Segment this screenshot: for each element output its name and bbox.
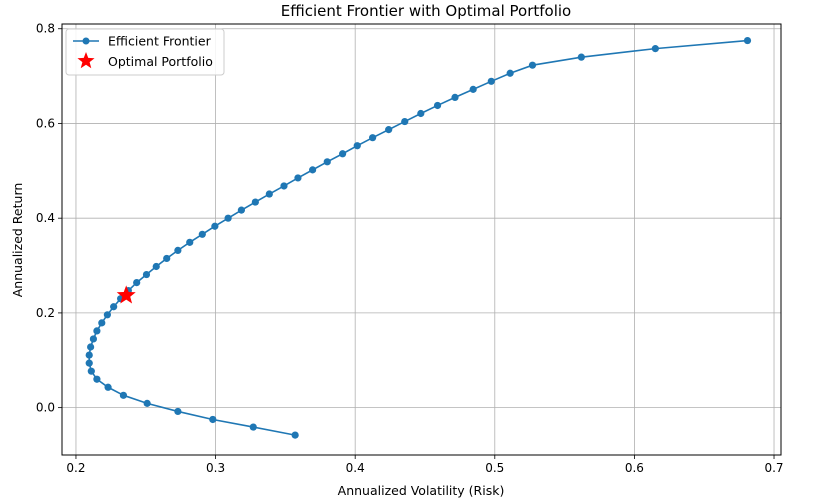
optimal-portfolio-star: [116, 285, 136, 304]
frontier-point: [152, 262, 160, 271]
legend: Efficient Frontier Optimal Portfolio: [65, 28, 225, 76]
x-tick-label: 0.2: [66, 461, 85, 475]
x-tick-label: 0.7: [764, 461, 783, 475]
frontier-point: [369, 134, 377, 142]
frontier-point: [103, 311, 111, 319]
frontier-point: [401, 117, 409, 126]
frontier-point: [743, 36, 752, 45]
frontier-point: [93, 375, 101, 383]
frontier-point: [85, 351, 93, 359]
frontier-point: [265, 190, 273, 198]
frontier-point: [339, 150, 347, 158]
legend-optimal-label: Optimal Portfolio: [108, 54, 213, 69]
frontier-point: [104, 383, 112, 391]
frontier-point: [487, 77, 495, 85]
frontier-point: [469, 85, 477, 93]
frontier-point: [323, 158, 331, 166]
frontier-point: [186, 238, 194, 246]
frontier-point: [651, 45, 659, 53]
axis-ticks: 0.2 0.3 0.4 0.5 0.6 0.7 0.0 0.2 0.4 0.6 0.8: [36, 22, 784, 475]
frontier-point: [237, 206, 246, 214]
legend-optimal-star: [77, 52, 95, 69]
frontier-point: [211, 222, 219, 230]
frontier-point: [142, 270, 151, 279]
x-tick-label: 0.3: [206, 461, 225, 475]
frontier-point: [528, 61, 537, 69]
plot-area: [61, 23, 782, 456]
frontier-point: [291, 431, 299, 439]
data-series: [85, 36, 752, 439]
legend-frontier-marker: [82, 37, 90, 45]
frontier-point: [209, 415, 217, 424]
frontier-point: [133, 279, 141, 287]
y-tick-label: 0.0: [36, 401, 55, 415]
frontier-point: [353, 142, 361, 150]
frontier-point: [98, 319, 106, 327]
frontier-point: [174, 246, 182, 254]
frontier-point: [577, 53, 585, 61]
frontier-point: [110, 303, 118, 311]
y-axis-label: Annualized Return: [10, 183, 25, 298]
legend-box: [65, 28, 225, 76]
frontier-point: [417, 109, 425, 118]
frontier-point: [87, 367, 95, 375]
frontier-point: [89, 335, 98, 343]
frontier-point: [198, 230, 206, 238]
x-tick-label: 0.4: [346, 461, 365, 475]
frontier-point: [309, 166, 317, 174]
y-tick-label: 0.4: [36, 211, 55, 225]
frontier-point: [85, 359, 93, 367]
frontier-point: [280, 182, 288, 190]
frontier-point: [163, 254, 171, 263]
x-tick-label: 0.6: [625, 461, 644, 475]
y-tick-label: 0.2: [36, 306, 55, 320]
y-tick-label: 0.6: [36, 116, 55, 130]
x-tick-label: 0.5: [485, 461, 504, 475]
frontier-point: [294, 174, 302, 182]
chart-title: Efficient Frontier with Optimal Portfoli…: [281, 2, 571, 20]
frontier-point: [224, 214, 232, 222]
frontier-point: [433, 101, 442, 110]
legend-frontier-label: Efficient Frontier: [108, 34, 212, 49]
frontier-point: [385, 126, 393, 134]
frontier-point: [251, 198, 259, 206]
frontier-point: [87, 343, 95, 351]
y-tick-label: 0.8: [36, 22, 55, 36]
frontier-point: [506, 69, 514, 77]
grid-lines: [62, 24, 781, 455]
frontier-point: [119, 391, 128, 399]
frontier-point: [93, 327, 101, 335]
frontier-point: [249, 423, 257, 431]
frontier-point: [143, 399, 151, 407]
frontier-point: [451, 93, 459, 102]
frontier-point: [174, 407, 182, 416]
frontier-line: [88, 39, 748, 436]
x-axis-label: Annualized Volatility (Risk): [338, 483, 505, 498]
